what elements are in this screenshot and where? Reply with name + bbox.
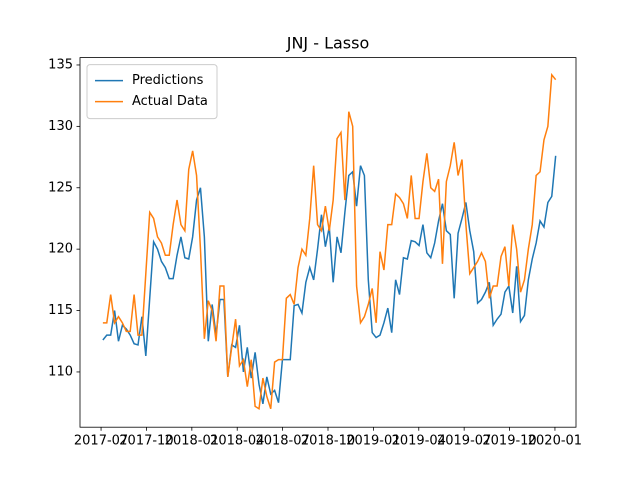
- y-tick-label: 110: [48, 364, 73, 379]
- chart-title: JNJ - Lasso: [286, 34, 370, 53]
- x-tick-label: 2018-10: [301, 434, 355, 449]
- x-tick-label: 2018-07: [255, 434, 309, 449]
- x-tick-label: 2018-04: [210, 434, 264, 449]
- line-series: [102, 72, 557, 411]
- x-tick-label: 2018-01: [165, 434, 219, 449]
- y-tick-label: 135: [48, 57, 73, 72]
- x-tick-label: 2020-01: [528, 434, 582, 449]
- legend-label: Actual Data: [132, 94, 208, 109]
- y-tick-label: 130: [48, 119, 73, 134]
- plot-frame: [79, 57, 577, 428]
- y-tick-label: 115: [48, 303, 73, 318]
- y-tick-label: 125: [48, 180, 73, 195]
- legend-frame: [86, 64, 218, 120]
- x-tick-label: 2017-07: [74, 434, 128, 449]
- legend-label: Predictions: [132, 73, 204, 88]
- x-tick-label: 2019-01: [346, 434, 400, 449]
- x-tick-label: 2019-07: [437, 434, 491, 449]
- x-tick-label: 2017-10: [119, 434, 173, 449]
- x-tick-label: 2019-04: [392, 434, 446, 449]
- legend: Predictions Actual Data: [86, 64, 218, 120]
- x-tick-label: 2019-10: [482, 434, 536, 449]
- y-tick-label: 120: [48, 242, 73, 257]
